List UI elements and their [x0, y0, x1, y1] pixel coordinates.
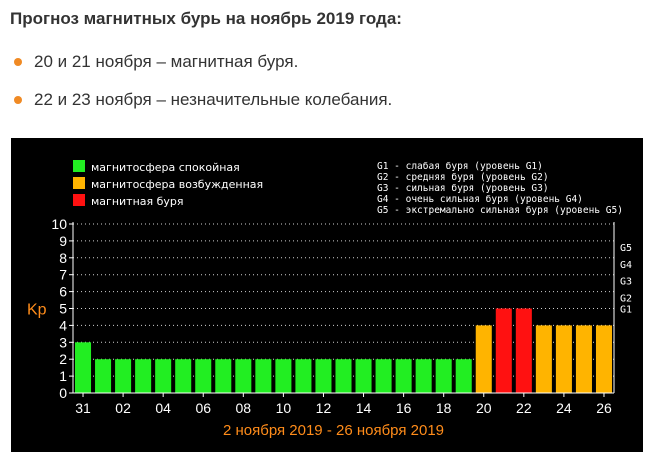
g-level-label: G3: [620, 277, 632, 288]
g-level-label: G1: [620, 305, 632, 316]
bar-layer: [75, 308, 612, 393]
forecast-list: 20 и 21 ноября – магнитная буря. 22 и 23…: [14, 52, 392, 128]
y-tick-label: 9: [59, 233, 67, 249]
forecast-item: 20 и 21 ноября – магнитная буря.: [14, 52, 392, 72]
x-tick-label: 06: [195, 400, 211, 416]
y-tick-label: 10: [51, 216, 67, 232]
g-scale-legend-line: G5 - экстремально сильная буря (уровень …: [377, 205, 623, 216]
bar: [75, 342, 92, 393]
y-tick-label: 6: [59, 284, 67, 300]
bar: [435, 359, 452, 393]
x-tick-label: 22: [516, 400, 532, 416]
kp-chart: 0 1 2 3 4 5 6 7 8 9 10 Kp 31 02 04 06 08 10 12 14 16 18 20 22 24…: [11, 138, 643, 452]
bar: [135, 359, 152, 393]
y-tick-label: 2: [59, 351, 67, 367]
bar: [475, 325, 492, 393]
bar: [515, 308, 532, 393]
g-scale-legend-line: G3 - сильная буря (уровень G3): [377, 183, 549, 194]
x-axis-title: 2 ноября 2019 - 26 ноября 2019: [223, 422, 444, 439]
forecast-item-text: 20 и 21 ноября – магнитная буря.: [34, 52, 299, 71]
bar: [575, 325, 592, 393]
legend-layer: магнитосфера спокойная магнитосфера возбу…: [73, 160, 623, 216]
legend-swatch: [73, 177, 85, 189]
y-tick-label: 1: [59, 368, 67, 384]
bar: [455, 359, 472, 393]
y-tick-label: 8: [59, 250, 67, 266]
legend-label: магнитная буря: [91, 195, 184, 208]
y-tick-label: 3: [59, 334, 67, 350]
y-tick-label: 7: [59, 267, 67, 283]
bar: [95, 359, 112, 393]
bar: [555, 325, 572, 393]
x-tick-label: 18: [436, 400, 452, 416]
x-tick-label: 14: [356, 400, 372, 416]
bar: [535, 325, 552, 393]
y-tick-label: 0: [59, 385, 67, 401]
bar: [375, 359, 392, 393]
x-tick-label: 10: [276, 400, 292, 416]
x-tick-label: 12: [316, 400, 332, 416]
g-level-label: G5: [620, 243, 632, 254]
legend-label: магнитосфера спокойная: [91, 161, 240, 174]
x-tick-label: 16: [396, 400, 412, 416]
bullet-dot-icon: [14, 96, 22, 104]
x-tick-label: 26: [596, 400, 612, 416]
x-tick-label: 20: [476, 400, 492, 416]
x-tick-label: 04: [155, 400, 171, 416]
g-scale-legend-line: G1 - слабая буря (уровень G1): [377, 161, 543, 172]
y-axis-title: Kp: [27, 302, 47, 319]
bar: [415, 359, 432, 393]
bar: [235, 359, 252, 393]
bar: [335, 359, 352, 393]
y-tick-label: 5: [59, 301, 67, 317]
forecast-item: 22 и 23 ноября – незначительные колебани…: [14, 90, 392, 110]
y-tick-label: 4: [59, 317, 67, 333]
bar: [215, 359, 232, 393]
bar: [155, 359, 172, 393]
legend-label: магнитосфера возбужденная: [91, 178, 263, 191]
bullet-dot-icon: [14, 58, 22, 66]
legend-swatch: [73, 160, 85, 172]
bar: [295, 359, 312, 393]
grid-layer: [73, 223, 614, 377]
bar: [175, 359, 192, 393]
x-tick-label: 08: [236, 400, 252, 416]
page-heading: Прогноз магнитных бурь на ноябрь 2019 го…: [10, 9, 402, 28]
g-level-label: G4: [620, 260, 632, 271]
bar: [595, 325, 612, 393]
forecast-item-text: 22 и 23 ноября – незначительные колебани…: [34, 90, 393, 109]
bar: [195, 359, 212, 393]
legend-swatch: [73, 194, 85, 206]
bar: [395, 359, 412, 393]
x-tick-label: 02: [115, 400, 131, 416]
bar: [115, 359, 132, 393]
bar: [355, 359, 372, 393]
bar: [315, 359, 332, 393]
g-scale-legend-line: G2 - средняя буря (уровень G2): [377, 172, 549, 183]
bar: [275, 359, 292, 393]
g-level-label: G2: [620, 294, 632, 305]
g-scale-legend-line: G4 - очень сильная буря (уровень G4): [377, 194, 583, 205]
bar: [495, 308, 512, 393]
x-tick-label: 31: [75, 400, 91, 416]
x-tick-label: 24: [556, 400, 572, 416]
bar: [255, 359, 272, 393]
